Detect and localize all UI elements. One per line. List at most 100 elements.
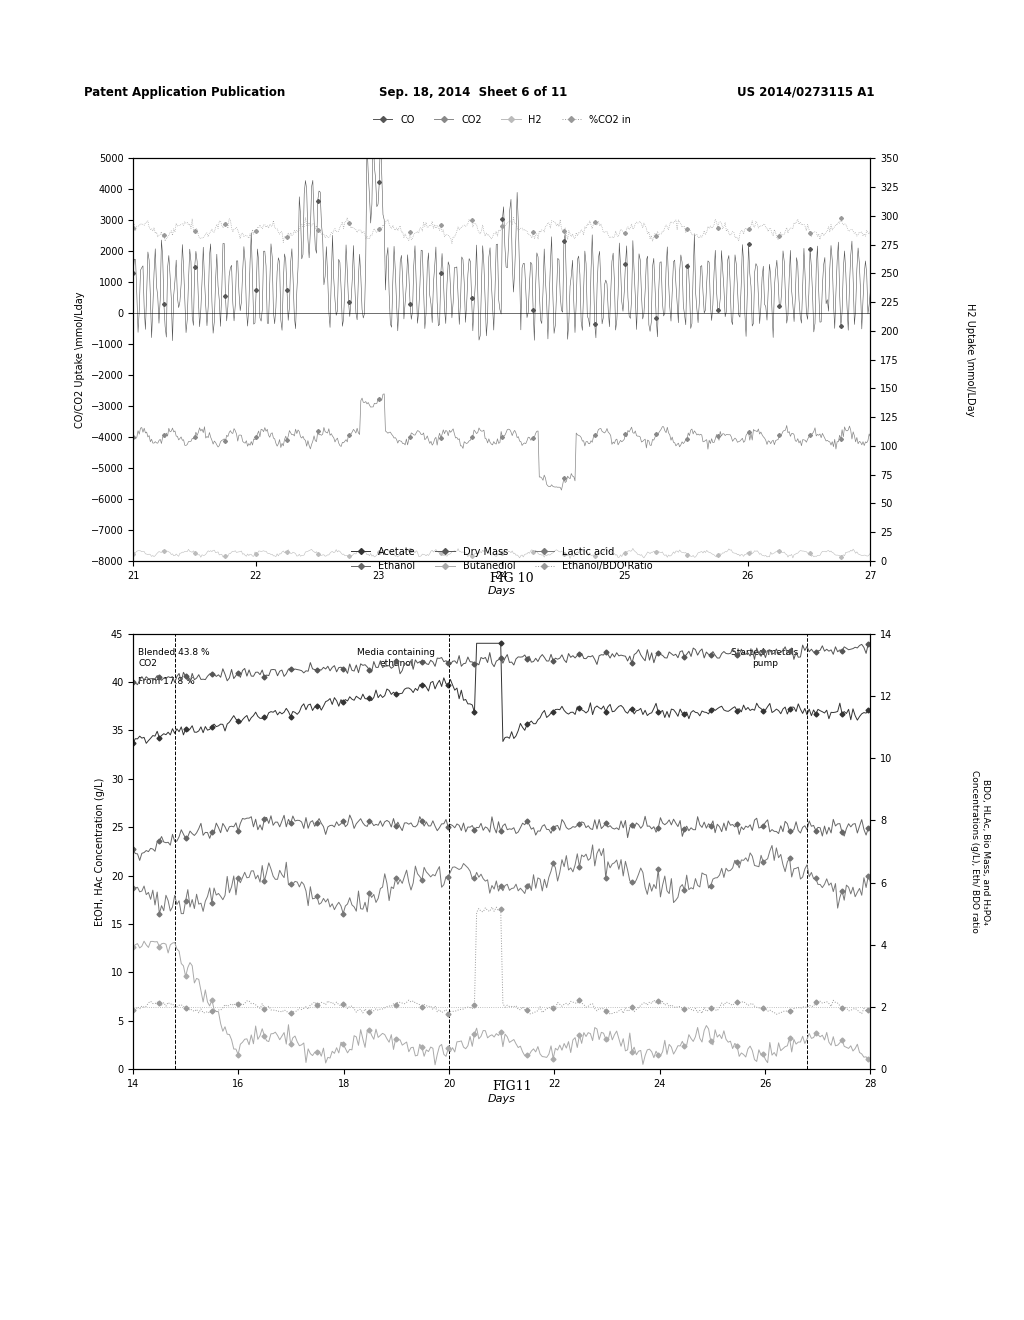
Text: Media containing
ethanol: Media containing ethanol	[357, 648, 435, 668]
Dry Mass	[537, 647, 549, 663]
H2	[561, 548, 573, 564]
%CO2 in	[445, 235, 458, 251]
X-axis label: Days: Days	[487, 1094, 516, 1105]
CO	[622, 289, 634, 305]
Dry Mass	[131, 677, 143, 693]
H2	[127, 546, 139, 562]
Ethanol	[133, 853, 145, 869]
%CO2 in	[127, 219, 139, 235]
CO	[564, 279, 577, 294]
H2	[622, 544, 634, 560]
Text: Started metals
pump: Started metals pump	[731, 648, 799, 668]
Dry Mass	[333, 660, 345, 676]
Lactic acid	[884, 859, 896, 875]
Lactic acid	[154, 906, 166, 921]
Lactic acid	[862, 869, 874, 884]
Butanediol	[483, 1028, 496, 1044]
Ethanol/BDO Ratio	[127, 1003, 139, 1019]
Text: US 2014/0273115 A1: US 2014/0273115 A1	[737, 86, 874, 99]
CO2	[257, 424, 269, 440]
%CO2 in	[462, 215, 474, 231]
CO2	[622, 422, 634, 438]
Line: Butanediol: Butanediol	[131, 940, 898, 1067]
CO2	[462, 434, 474, 450]
Ethanol/BDO Ratio	[331, 994, 343, 1010]
Y-axis label: BDO, HLAc, Bio Mass, and H₃PO₄
Concentrations (g/L), Eth/ BDO ratio: BDO, HLAc, Bio Mass, and H₃PO₄ Concentra…	[971, 770, 990, 933]
Acetate	[333, 698, 345, 714]
Lactic acid	[580, 846, 592, 862]
Acetate	[140, 735, 153, 751]
%CO2 in	[316, 224, 329, 240]
X-axis label: Days: Days	[487, 586, 516, 597]
Dry Mass	[127, 675, 139, 690]
Text: Sep. 18, 2014  Sheet 6 of 11: Sep. 18, 2014 Sheet 6 of 11	[379, 86, 567, 99]
Line: CO: CO	[132, 128, 871, 342]
Ethanol	[884, 818, 896, 834]
Dry Mass	[580, 651, 592, 667]
Acetate	[862, 702, 874, 718]
Text: From 17.8 %: From 17.8 %	[138, 677, 196, 686]
Butanediol	[891, 1035, 903, 1051]
Ethanol	[891, 820, 903, 836]
CO	[127, 265, 139, 281]
%CO2 in	[507, 210, 519, 226]
Dry Mass	[864, 635, 877, 651]
Legend: CO, CO2, H2, %CO2 in: CO, CO2, H2, %CO2 in	[369, 111, 635, 129]
Butanediol	[582, 1024, 594, 1040]
Ethanol/BDO Ratio	[580, 999, 592, 1015]
Legend: Acetate, Ethanol, Dry Mass, Butanediol, Lactic acid, Ethanol/BDO Ratio: Acetate, Ethanol, Dry Mass, Butanediol, …	[347, 543, 656, 576]
%CO2 in	[564, 226, 577, 242]
H2	[461, 546, 473, 562]
CO2	[564, 471, 577, 487]
CO	[259, 243, 271, 259]
Butanediol	[333, 1045, 345, 1061]
Ethanol/BDO Ratio	[891, 994, 903, 1010]
Lactic acid	[127, 880, 139, 896]
Text: FIG 10: FIG 10	[490, 572, 534, 585]
Ethanol/BDO Ratio	[770, 1006, 782, 1022]
Ethanol/BDO Ratio	[862, 1002, 874, 1018]
Ethanol/BDO Ratio	[479, 900, 492, 916]
Butanediol	[862, 1052, 874, 1068]
Acetate	[127, 735, 139, 751]
H2	[864, 545, 877, 561]
CO	[317, 277, 330, 293]
Lactic acid	[333, 895, 345, 911]
H2	[685, 548, 697, 564]
CO2	[555, 482, 567, 498]
H2	[600, 540, 612, 556]
CO	[864, 284, 877, 300]
Text: Blended 43.8 %
CO2: Blended 43.8 % CO2	[138, 648, 210, 668]
Ethanol/BDO Ratio	[485, 899, 498, 915]
Line: Ethanol/BDO Ratio: Ethanol/BDO Ratio	[131, 906, 898, 1016]
Line: Ethanol: Ethanol	[131, 813, 898, 862]
Text: FIG11: FIG11	[493, 1080, 531, 1093]
CO	[367, 121, 379, 137]
Lactic acid	[481, 873, 494, 888]
Ethanol	[127, 841, 139, 857]
Butanediol	[884, 1043, 896, 1059]
Line: H2: H2	[132, 546, 871, 560]
%CO2 in	[257, 216, 269, 232]
H2	[257, 543, 269, 558]
%CO2 in	[864, 223, 877, 239]
CO2	[864, 429, 877, 445]
Butanediol	[127, 940, 139, 956]
Ethanol/BDO Ratio	[537, 1005, 549, 1020]
Lactic acid	[587, 837, 599, 853]
CO2	[316, 426, 329, 442]
Dry Mass	[891, 640, 903, 656]
%CO2 in	[622, 219, 634, 235]
Y-axis label: CO/CO2 Uptake \mmol/Lday: CO/CO2 Uptake \mmol/Lday	[75, 292, 85, 428]
Ethanol	[483, 824, 496, 840]
Acetate	[470, 635, 482, 651]
%CO2 in	[685, 224, 697, 240]
Lactic acid	[891, 861, 903, 876]
Butanediol	[138, 933, 151, 949]
Dry Mass	[884, 639, 896, 655]
Y-axis label: EtOH, HAc Concentration (g/L): EtOH, HAc Concentration (g/L)	[95, 777, 105, 925]
CO2	[378, 385, 390, 401]
Ethanol	[862, 820, 874, 836]
Line: CO2: CO2	[132, 392, 871, 491]
Acetate	[539, 702, 551, 718]
